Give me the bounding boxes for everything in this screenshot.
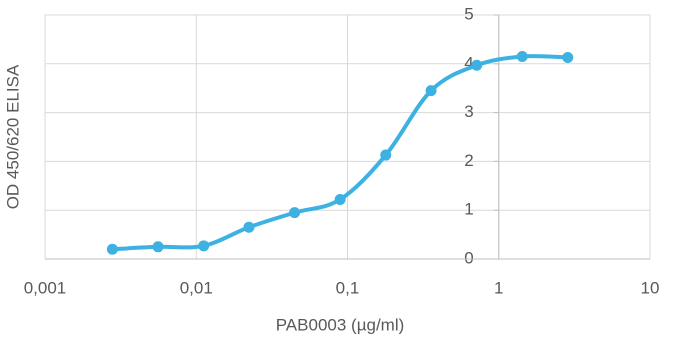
x-tick-label: 10 bbox=[641, 278, 660, 297]
point bbox=[243, 221, 255, 233]
point bbox=[380, 149, 392, 161]
point bbox=[334, 193, 346, 205]
x-tick-label: 0,1 bbox=[336, 278, 360, 297]
y-tick-label: 5 bbox=[464, 4, 473, 23]
x-tick-label: 0,001 bbox=[24, 278, 67, 297]
point bbox=[198, 240, 210, 252]
point bbox=[289, 207, 301, 219]
x-tick-label: 0,01 bbox=[180, 278, 213, 297]
y-tick-label: 0 bbox=[464, 248, 473, 267]
x-axis-label: PAB0003 (µg/ml) bbox=[276, 315, 405, 334]
y-tick-label: 3 bbox=[464, 102, 473, 121]
y-tick-label: 2 bbox=[464, 151, 473, 170]
y-axis-label: OD 450/620 ELISA bbox=[3, 64, 22, 209]
point bbox=[106, 243, 118, 255]
point bbox=[425, 85, 437, 97]
point bbox=[516, 50, 528, 62]
x-tick-label: 1 bbox=[494, 278, 503, 297]
y-tick-label: 4 bbox=[464, 53, 473, 72]
line bbox=[112, 54, 568, 252]
y-tick-label: 1 bbox=[464, 200, 473, 219]
point bbox=[152, 241, 164, 253]
point bbox=[471, 59, 483, 71]
point bbox=[562, 51, 574, 63]
